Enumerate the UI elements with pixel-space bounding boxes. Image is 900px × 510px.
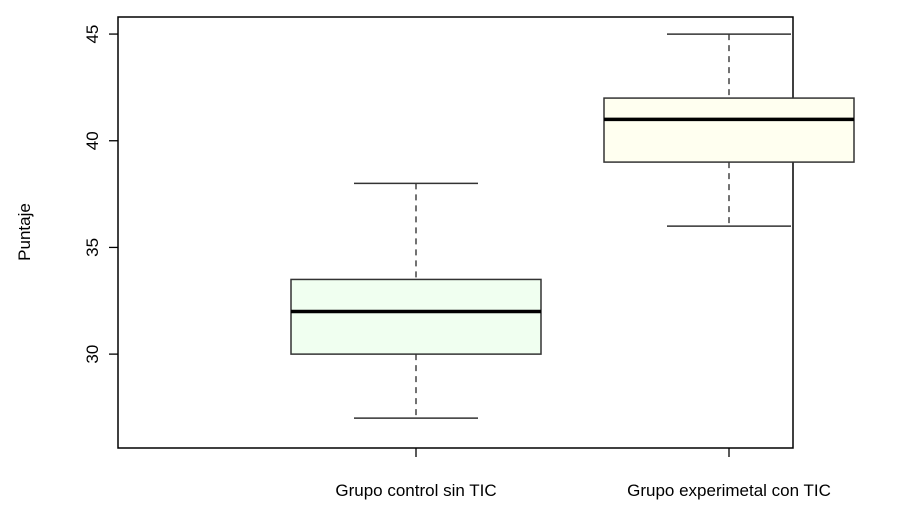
- y-tick-label: 35: [83, 238, 102, 257]
- x-axis: Grupo control sin TIC Grupo experimetal c…: [335, 448, 831, 500]
- x-category-label: Grupo experimetal con TIC: [627, 481, 831, 500]
- y-axis-title: Puntaje: [15, 203, 34, 261]
- y-tick-label: 40: [83, 131, 102, 150]
- y-tick-label: 30: [83, 345, 102, 364]
- box-2: [603, 33, 855, 227]
- iqr-box: [603, 97, 855, 163]
- box-1: [290, 182, 542, 419]
- iqr-box: [290, 278, 542, 355]
- y-axis: 30 35 40 45: [83, 25, 118, 364]
- boxes: [290, 33, 855, 419]
- plot-frame: [117, 16, 794, 449]
- x-category-label: Grupo control sin TIC: [335, 481, 496, 500]
- y-tick-label: 45: [83, 25, 102, 44]
